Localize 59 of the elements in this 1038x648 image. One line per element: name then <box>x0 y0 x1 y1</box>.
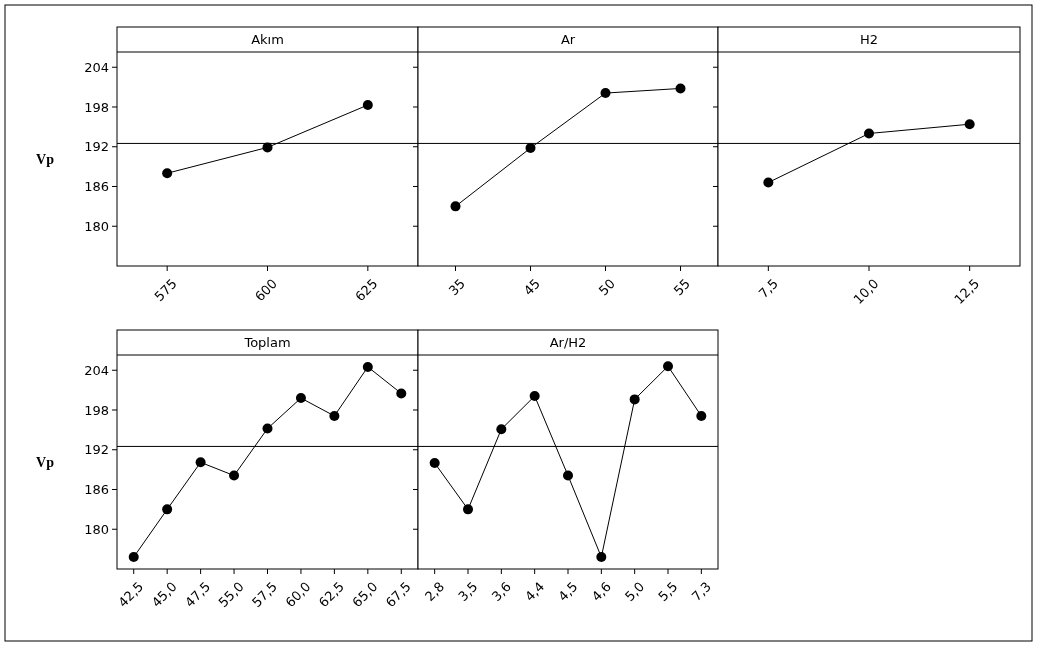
point <box>596 552 607 563</box>
y-tick-label: 186 <box>84 179 109 195</box>
x-tick-label: 50 <box>595 275 619 299</box>
y-tick-label: 180 <box>84 218 109 234</box>
point <box>362 100 373 110</box>
point <box>463 504 473 515</box>
x-tick-label: 7,3 <box>688 578 714 605</box>
y-tick-label: 180 <box>84 521 109 537</box>
point <box>663 361 673 372</box>
chart-title: Ar <box>560 32 576 47</box>
point <box>396 388 407 399</box>
point <box>162 168 173 179</box>
y-tick-label: 204 <box>84 362 109 378</box>
point <box>496 424 507 435</box>
point <box>362 361 373 372</box>
x-tick-label: 625 <box>352 275 381 305</box>
point <box>525 143 536 154</box>
point <box>563 470 573 481</box>
point <box>329 410 340 421</box>
x-tick-label: 5,5 <box>655 578 681 605</box>
x-tick-label: 5,0 <box>621 578 648 605</box>
point <box>429 457 440 468</box>
point <box>162 504 173 515</box>
x-tick-label: 4,5 <box>555 578 581 605</box>
y-tick-label: 198 <box>84 99 109 115</box>
point <box>128 552 139 563</box>
x-tick-label: 4,6 <box>588 578 614 605</box>
x-tick-label: 55 <box>670 275 694 299</box>
point <box>195 457 206 468</box>
point <box>600 88 611 99</box>
point <box>529 391 540 402</box>
y-tick-label: 186 <box>84 482 109 498</box>
y-axis-title: Vp <box>36 454 55 470</box>
y-tick-label: 204 <box>84 59 109 75</box>
point <box>262 142 273 153</box>
point <box>696 410 707 421</box>
x-tick-label: 2,8 <box>421 578 448 605</box>
x-tick-label: 600 <box>251 275 281 305</box>
x-tick-label: 4,4 <box>521 578 548 605</box>
y-tick-label: 198 <box>84 402 109 418</box>
point <box>262 423 273 434</box>
x-tick-label: 7,5 <box>755 275 781 302</box>
y-tick-label: 192 <box>84 139 109 155</box>
x-tick-label: 575 <box>151 275 180 305</box>
point <box>629 394 640 405</box>
x-tick-label: 45 <box>520 275 544 299</box>
x-tick-label: 3,6 <box>488 578 514 605</box>
chart-title: H2 <box>859 32 879 47</box>
chart-title: Ar/H2 <box>549 335 587 350</box>
point <box>675 83 686 94</box>
x-tick-label: 3,5 <box>455 578 481 605</box>
y-tick-label: 192 <box>84 442 109 458</box>
chart-title: Toplam <box>243 335 291 350</box>
point <box>295 393 306 404</box>
chart-title: Akım <box>251 32 284 47</box>
point <box>450 201 461 212</box>
y-axis-title: Vp <box>36 151 55 167</box>
point <box>229 470 240 481</box>
x-tick-label: 35 <box>445 275 469 299</box>
